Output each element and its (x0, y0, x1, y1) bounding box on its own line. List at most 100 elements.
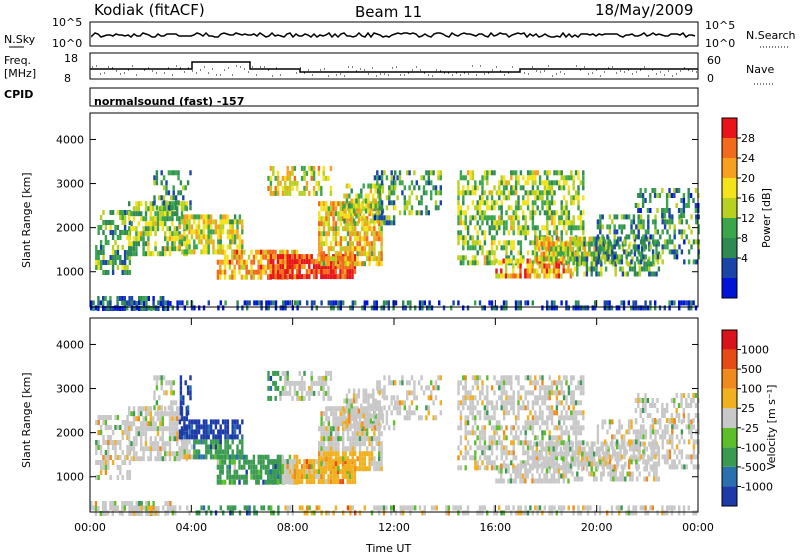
velocity-cell (130, 441, 133, 447)
power-cell (603, 239, 607, 245)
velocity-cell (322, 436, 326, 442)
power-cell (570, 175, 573, 181)
power-cell (474, 205, 477, 211)
power-cell (140, 231, 143, 237)
power-cell (597, 271, 601, 277)
velocity-cell (459, 380, 463, 386)
velocity-cell (517, 400, 520, 406)
power-cell (392, 220, 396, 226)
power-cell (126, 210, 129, 215)
velocity-cell (526, 450, 530, 456)
velocity-cell (298, 380, 301, 386)
velocity-cell (248, 505, 251, 511)
power-cell (430, 170, 433, 176)
velocity-cell (214, 419, 218, 425)
velocity-cell (137, 411, 140, 417)
velocity-cell (364, 408, 368, 414)
power-cell (149, 211, 152, 217)
power-cell (571, 256, 575, 262)
power-cell (174, 195, 178, 201)
velocity-cell (334, 505, 338, 511)
velocity-cell (632, 505, 635, 511)
velocity-cell (288, 479, 292, 485)
power-cell (349, 236, 352, 242)
power-cell (504, 258, 508, 264)
velocity-cell (320, 451, 323, 457)
velocity-cell (502, 380, 506, 386)
power-cell (678, 214, 681, 220)
velocity-cell (296, 474, 299, 480)
velocity-cell (173, 451, 176, 457)
power-cell (471, 260, 475, 266)
velocity-cell (478, 435, 482, 441)
power-cell (567, 268, 570, 274)
power-cell (334, 256, 338, 262)
power-cell (507, 230, 511, 236)
power-ytick-label: 1000 (56, 266, 84, 279)
velocity-cell (524, 510, 527, 516)
power-cell (284, 175, 287, 181)
velocity-cell (517, 380, 520, 386)
power-cell (643, 261, 646, 267)
power-cell (578, 261, 581, 267)
power-cell (264, 254, 268, 260)
power-cell (650, 261, 653, 267)
velocity-cell (498, 465, 501, 471)
power-cell (498, 225, 501, 231)
velocity-cell (514, 375, 518, 381)
power-cell (510, 220, 513, 226)
velocity-cell (541, 430, 544, 436)
power-cell (332, 269, 335, 275)
velocity-cell (188, 449, 191, 455)
power-cell (366, 236, 369, 242)
power-cell (132, 226, 136, 232)
velocity-cell (224, 444, 227, 450)
velocity-cell (481, 505, 484, 511)
power-cell (548, 263, 551, 269)
velocity-cell (409, 505, 412, 511)
velocity-cell (269, 385, 273, 391)
power-cell (481, 230, 484, 236)
power-cell (195, 224, 198, 230)
power-cell (99, 240, 103, 245)
power-cell (219, 234, 222, 240)
power-cell (291, 249, 294, 255)
velocity-cell (154, 436, 157, 442)
velocity-cell (471, 405, 475, 411)
velocity-cell (529, 445, 532, 451)
power-cell (233, 264, 236, 270)
velocity-cell (262, 505, 266, 511)
power-cell (464, 255, 467, 261)
power-cell (495, 220, 499, 226)
velocity-cell (152, 446, 155, 452)
power-cell (697, 254, 700, 260)
velocity-cell (390, 380, 393, 386)
velocity-cell (99, 450, 103, 455)
velocity-cell (224, 434, 227, 440)
power-cell (166, 306, 170, 311)
velocity-cell (358, 451, 362, 457)
power-cell (648, 256, 651, 262)
power-cell (486, 175, 489, 181)
velocity-cell (502, 435, 506, 441)
power-cell (303, 274, 306, 280)
velocity-cell (296, 380, 299, 386)
power-cell (305, 185, 309, 191)
velocity-cell (483, 450, 487, 456)
velocity-cell (410, 375, 414, 381)
power-cell (327, 216, 330, 222)
velocity-cell (507, 375, 511, 381)
power-cell (350, 188, 353, 194)
velocity-cell (586, 505, 590, 511)
power-cell (647, 224, 650, 230)
velocity-cell (111, 511, 114, 516)
power-cell (320, 246, 323, 252)
power-cell (615, 229, 619, 235)
power-cell (619, 266, 622, 272)
velocity-cell (351, 505, 354, 511)
velocity-cell (145, 501, 148, 506)
power-cell (572, 215, 575, 221)
power-cell (526, 180, 530, 186)
power-cell (490, 240, 494, 246)
